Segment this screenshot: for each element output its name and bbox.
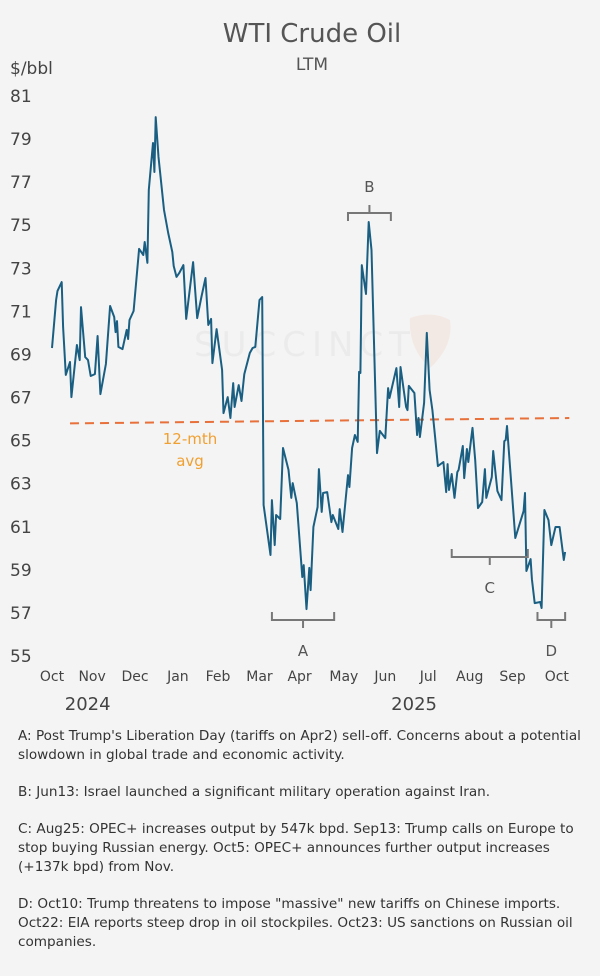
x-tick-label: May	[329, 669, 358, 685]
x-tick-label: Sep	[499, 669, 526, 685]
x-tick-label: Jan	[166, 669, 189, 685]
annotation-label-d: D	[546, 642, 558, 660]
avg-label-line1: 12-mth	[163, 430, 218, 448]
avg-reference-line	[69, 417, 570, 425]
y-tick-label: 55	[10, 647, 32, 667]
note-d: D: Oct10: Trump threatens to impose "mas…	[18, 896, 573, 950]
y-tick-label: 81	[10, 87, 32, 107]
wti-chart: WTI Crude Oil LTM $/bbl SUCCINCT 55 57 59 6…	[10, 19, 570, 715]
series-line-wti	[51, 116, 567, 611]
note-c: C: Aug25: OPEC+ increases output by 547k…	[18, 821, 574, 875]
note-b: B: Jun13: Israel launched a significant …	[18, 784, 491, 800]
svg-text:SUCCINCT: SUCCINCT	[194, 325, 416, 365]
x-tick-label: Dec	[121, 669, 148, 685]
y-axis-label: $/bbl	[10, 59, 53, 79]
y-tick-label: 75	[10, 216, 32, 236]
notes: A: Post Trump's Liberation Day (tariffs …	[18, 727, 590, 970]
annotation-bracket-c	[450, 549, 529, 565]
chart-subtitle: LTM	[296, 55, 328, 75]
year-label: 2024	[65, 694, 111, 715]
x-tick-label: Feb	[206, 669, 231, 685]
x-tick-label: Jul	[419, 669, 437, 685]
x-tick-label: Oct	[545, 669, 570, 685]
annotation-label-a: A	[298, 642, 309, 660]
annotation-bracket-a	[270, 612, 336, 628]
annotation-label-c: C	[485, 579, 495, 597]
x-tick-label: Aug	[456, 669, 483, 685]
y-tick-label: 63	[10, 475, 32, 495]
y-tick-label: 69	[10, 345, 32, 365]
x-tick-label: Oct	[40, 669, 65, 685]
y-tick-label: 57	[10, 604, 32, 624]
x-tick-label: Apr	[287, 669, 311, 685]
watermark-logo: SUCCINCT	[194, 314, 451, 368]
y-tick-label: 65	[10, 432, 32, 452]
avg-label-line2: avg	[176, 452, 204, 470]
chart-title: WTI Crude Oil	[223, 19, 402, 49]
x-tick-label: Jun	[373, 669, 396, 685]
x-tick-label: Nov	[78, 669, 105, 685]
y-tick-label: 61	[10, 518, 32, 538]
y-tick-label: 77	[10, 173, 32, 193]
x-tick-label: Mar	[246, 669, 273, 685]
annotation-label-b: B	[364, 178, 374, 196]
y-tick-label: 71	[10, 302, 32, 322]
year-label: 2025	[391, 694, 437, 715]
y-tick-label: 67	[10, 389, 32, 409]
y-tick-label: 59	[10, 561, 32, 581]
note-a: A: Post Trump's Liberation Day (tariffs …	[18, 728, 581, 763]
annotation-bracket-b	[346, 205, 392, 221]
annotation-bracket-d	[536, 612, 567, 628]
y-tick-label: 79	[10, 130, 32, 150]
y-tick-label: 73	[10, 259, 32, 279]
